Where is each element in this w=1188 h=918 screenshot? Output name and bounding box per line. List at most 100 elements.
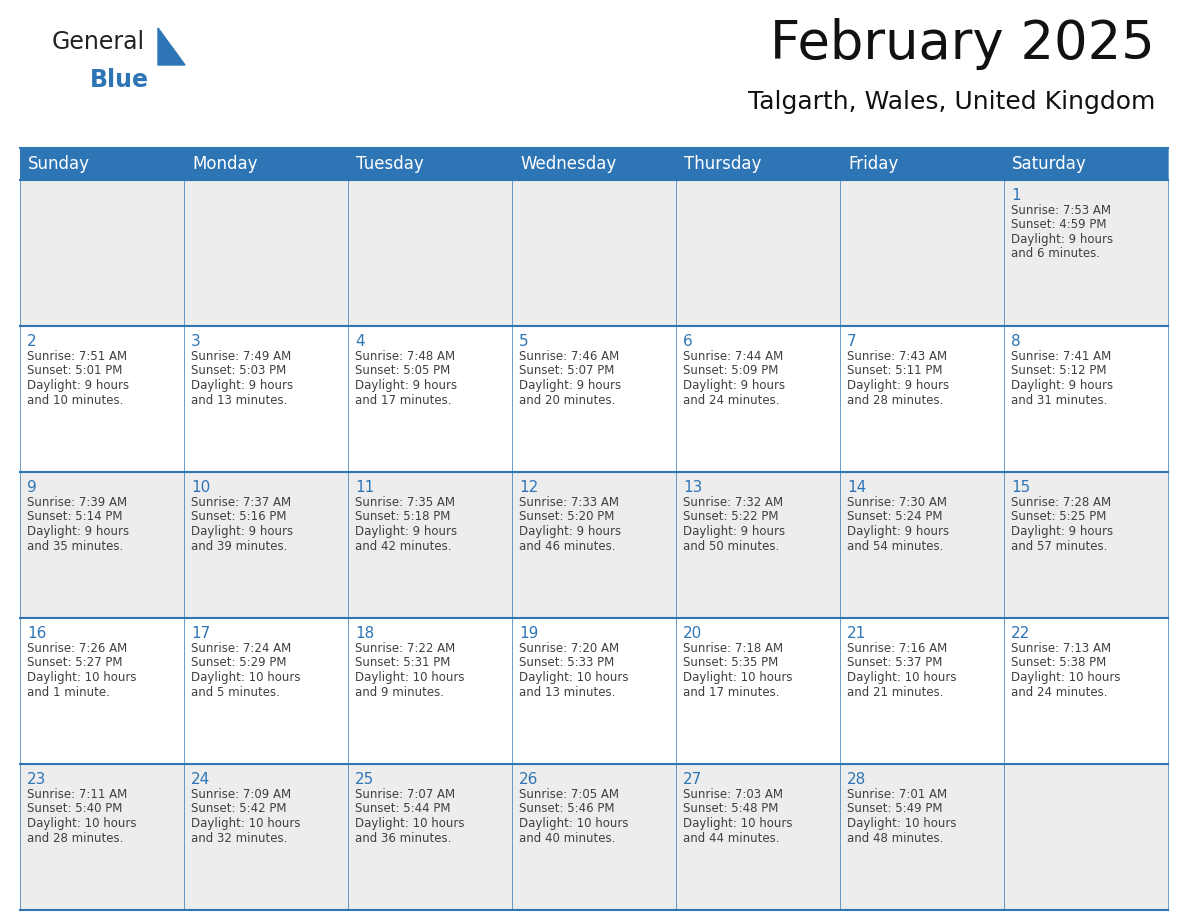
Text: Daylight: 10 hours: Daylight: 10 hours: [1011, 671, 1120, 684]
Text: Sunrise: 7:03 AM: Sunrise: 7:03 AM: [683, 788, 783, 801]
Bar: [1004, 764, 1168, 910]
Text: Talgarth, Wales, United Kingdom: Talgarth, Wales, United Kingdom: [747, 90, 1155, 114]
Text: Daylight: 10 hours: Daylight: 10 hours: [847, 817, 956, 830]
Text: Sunset: 5:31 PM: Sunset: 5:31 PM: [355, 656, 450, 669]
Text: and 35 minutes.: and 35 minutes.: [27, 540, 124, 553]
Text: Sunrise: 7:48 AM: Sunrise: 7:48 AM: [355, 350, 455, 363]
Bar: [512, 764, 676, 910]
Text: and 36 minutes.: and 36 minutes.: [355, 832, 451, 845]
Text: Sunset: 5:42 PM: Sunset: 5:42 PM: [191, 802, 286, 815]
Text: Sunday: Sunday: [29, 155, 90, 173]
Text: Daylight: 10 hours: Daylight: 10 hours: [355, 671, 465, 684]
Text: Sunset: 5:37 PM: Sunset: 5:37 PM: [847, 656, 942, 669]
Text: Sunrise: 7:09 AM: Sunrise: 7:09 AM: [191, 788, 291, 801]
Text: Sunset: 5:44 PM: Sunset: 5:44 PM: [355, 802, 450, 815]
Text: Daylight: 10 hours: Daylight: 10 hours: [683, 671, 792, 684]
Text: 28: 28: [847, 772, 866, 787]
Text: 20: 20: [683, 626, 702, 641]
Text: 15: 15: [1011, 480, 1030, 495]
Text: Sunset: 5:03 PM: Sunset: 5:03 PM: [191, 364, 286, 377]
Text: 3: 3: [191, 334, 201, 349]
Bar: [840, 472, 1004, 618]
Text: Sunrise: 7:24 AM: Sunrise: 7:24 AM: [191, 642, 291, 655]
Text: Sunrise: 7:39 AM: Sunrise: 7:39 AM: [27, 496, 127, 509]
Text: 17: 17: [191, 626, 210, 641]
Text: Daylight: 9 hours: Daylight: 9 hours: [355, 379, 457, 392]
Text: Daylight: 9 hours: Daylight: 9 hours: [847, 379, 949, 392]
Text: Sunset: 5:35 PM: Sunset: 5:35 PM: [683, 656, 778, 669]
Text: Saturday: Saturday: [1012, 155, 1087, 173]
Text: Daylight: 10 hours: Daylight: 10 hours: [191, 817, 301, 830]
Text: Sunrise: 7:18 AM: Sunrise: 7:18 AM: [683, 642, 783, 655]
Text: and 57 minutes.: and 57 minutes.: [1011, 540, 1107, 553]
Text: Sunset: 5:12 PM: Sunset: 5:12 PM: [1011, 364, 1106, 377]
Text: Sunrise: 7:16 AM: Sunrise: 7:16 AM: [847, 642, 947, 655]
Text: Sunrise: 7:01 AM: Sunrise: 7:01 AM: [847, 788, 947, 801]
Text: 18: 18: [355, 626, 374, 641]
Text: 19: 19: [519, 626, 538, 641]
Bar: [840, 180, 1004, 326]
Text: Sunset: 5:29 PM: Sunset: 5:29 PM: [191, 656, 286, 669]
Bar: [184, 180, 348, 326]
Text: Sunrise: 7:53 AM: Sunrise: 7:53 AM: [1011, 204, 1111, 217]
Text: Sunset: 5:33 PM: Sunset: 5:33 PM: [519, 656, 614, 669]
Bar: [184, 326, 348, 472]
Text: and 24 minutes.: and 24 minutes.: [1011, 686, 1107, 699]
Text: Daylight: 10 hours: Daylight: 10 hours: [27, 817, 137, 830]
Text: and 39 minutes.: and 39 minutes.: [191, 540, 287, 553]
Text: Daylight: 10 hours: Daylight: 10 hours: [27, 671, 137, 684]
Text: Sunset: 5:11 PM: Sunset: 5:11 PM: [847, 364, 942, 377]
Bar: [20, 764, 184, 910]
Text: 23: 23: [27, 772, 46, 787]
Polygon shape: [158, 28, 185, 65]
Text: Daylight: 9 hours: Daylight: 9 hours: [683, 379, 785, 392]
Text: Sunrise: 7:32 AM: Sunrise: 7:32 AM: [683, 496, 783, 509]
Text: Sunrise: 7:35 AM: Sunrise: 7:35 AM: [355, 496, 455, 509]
Text: 11: 11: [355, 480, 374, 495]
Bar: [1004, 180, 1168, 326]
Text: 12: 12: [519, 480, 538, 495]
Text: Daylight: 9 hours: Daylight: 9 hours: [27, 379, 129, 392]
Text: Sunrise: 7:22 AM: Sunrise: 7:22 AM: [355, 642, 455, 655]
Text: Sunset: 5:01 PM: Sunset: 5:01 PM: [27, 364, 122, 377]
Bar: [676, 326, 840, 472]
Text: Sunset: 5:46 PM: Sunset: 5:46 PM: [519, 802, 614, 815]
Text: Sunset: 5:22 PM: Sunset: 5:22 PM: [683, 510, 778, 523]
Text: and 46 minutes.: and 46 minutes.: [519, 540, 615, 553]
Bar: [348, 326, 512, 472]
Text: Sunrise: 7:33 AM: Sunrise: 7:33 AM: [519, 496, 619, 509]
Text: and 20 minutes.: and 20 minutes.: [519, 394, 615, 407]
Text: Daylight: 9 hours: Daylight: 9 hours: [519, 525, 621, 538]
Text: 2: 2: [27, 334, 37, 349]
Text: 6: 6: [683, 334, 693, 349]
Text: 10: 10: [191, 480, 210, 495]
Text: Daylight: 10 hours: Daylight: 10 hours: [519, 671, 628, 684]
Bar: [20, 472, 184, 618]
Text: and 6 minutes.: and 6 minutes.: [1011, 248, 1100, 261]
Text: 14: 14: [847, 480, 866, 495]
Bar: [676, 618, 840, 764]
Bar: [512, 180, 676, 326]
Text: Daylight: 9 hours: Daylight: 9 hours: [27, 525, 129, 538]
Text: 1: 1: [1011, 188, 1020, 203]
Text: Sunset: 5:48 PM: Sunset: 5:48 PM: [683, 802, 778, 815]
Text: Sunrise: 7:28 AM: Sunrise: 7:28 AM: [1011, 496, 1111, 509]
Bar: [512, 326, 676, 472]
Text: Sunrise: 7:37 AM: Sunrise: 7:37 AM: [191, 496, 291, 509]
Text: General: General: [52, 30, 145, 54]
Text: Sunrise: 7:43 AM: Sunrise: 7:43 AM: [847, 350, 947, 363]
Text: 24: 24: [191, 772, 210, 787]
Text: and 50 minutes.: and 50 minutes.: [683, 540, 779, 553]
Text: Sunrise: 7:44 AM: Sunrise: 7:44 AM: [683, 350, 783, 363]
Bar: [184, 148, 348, 180]
Bar: [512, 472, 676, 618]
Text: and 1 minute.: and 1 minute.: [27, 686, 109, 699]
Bar: [20, 180, 184, 326]
Text: 22: 22: [1011, 626, 1030, 641]
Bar: [840, 618, 1004, 764]
Bar: [1004, 148, 1168, 180]
Text: Sunset: 5:24 PM: Sunset: 5:24 PM: [847, 510, 942, 523]
Text: and 13 minutes.: and 13 minutes.: [191, 394, 287, 407]
Text: 5: 5: [519, 334, 529, 349]
Text: and 17 minutes.: and 17 minutes.: [683, 686, 779, 699]
